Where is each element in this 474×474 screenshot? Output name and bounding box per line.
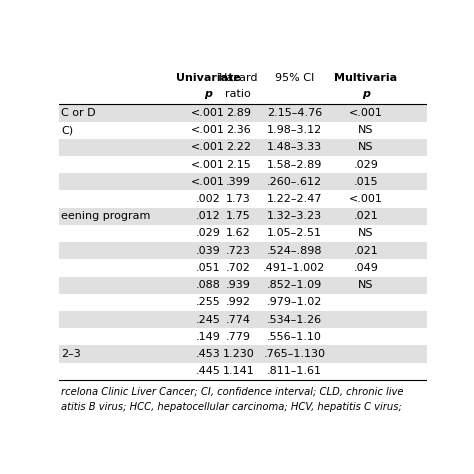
Text: 1.75: 1.75 bbox=[226, 211, 251, 221]
Text: .245: .245 bbox=[196, 315, 220, 325]
Text: .051: .051 bbox=[196, 263, 220, 273]
Text: p: p bbox=[204, 89, 212, 99]
Text: 1.98–3.12: 1.98–3.12 bbox=[267, 125, 322, 135]
Text: 1.22–2.47: 1.22–2.47 bbox=[266, 194, 322, 204]
Text: 95% CI: 95% CI bbox=[275, 73, 314, 83]
Text: .029: .029 bbox=[196, 228, 220, 238]
Text: .992: .992 bbox=[226, 297, 251, 307]
Text: 1.05–2.51: 1.05–2.51 bbox=[267, 228, 322, 238]
Text: .002: .002 bbox=[196, 194, 220, 204]
Text: C): C) bbox=[61, 125, 73, 135]
Text: .021: .021 bbox=[354, 246, 378, 255]
Text: <.001: <.001 bbox=[349, 108, 383, 118]
Text: C or D: C or D bbox=[61, 108, 96, 118]
Text: <.001: <.001 bbox=[191, 177, 225, 187]
Text: <.001: <.001 bbox=[191, 108, 225, 118]
Text: .012: .012 bbox=[196, 211, 220, 221]
Text: <.001: <.001 bbox=[349, 194, 383, 204]
Text: .524–.898: .524–.898 bbox=[266, 246, 322, 255]
Text: 1.48–3.33: 1.48–3.33 bbox=[267, 142, 322, 152]
Bar bbox=[59, 276, 427, 294]
Text: .852–1.09: .852–1.09 bbox=[267, 280, 322, 290]
Text: atitis B virus; HCC, hepatocellular carcinoma; HCV, hepatitis C virus;: atitis B virus; HCC, hepatocellular carc… bbox=[61, 402, 402, 412]
Text: Multivaria: Multivaria bbox=[335, 73, 398, 83]
Text: .255: .255 bbox=[196, 297, 220, 307]
Text: .811–1.61: .811–1.61 bbox=[267, 366, 322, 376]
Text: 1.32–3.23: 1.32–3.23 bbox=[267, 211, 322, 221]
Text: 1.62: 1.62 bbox=[226, 228, 251, 238]
Text: .029: .029 bbox=[354, 160, 378, 170]
Text: 2.22: 2.22 bbox=[226, 142, 251, 152]
Text: .491–1.002: .491–1.002 bbox=[263, 263, 326, 273]
Text: .939: .939 bbox=[226, 280, 251, 290]
Bar bbox=[59, 242, 427, 259]
Text: .260–.612: .260–.612 bbox=[267, 177, 322, 187]
Text: NS: NS bbox=[358, 280, 374, 290]
Bar bbox=[59, 311, 427, 328]
Text: .015: .015 bbox=[354, 177, 378, 187]
Text: 1.73: 1.73 bbox=[226, 194, 251, 204]
Text: rcelona Clinic Liver Cancer; CI, confidence interval; CLD, chronic live: rcelona Clinic Liver Cancer; CI, confide… bbox=[61, 386, 403, 396]
Text: 2.15: 2.15 bbox=[226, 160, 251, 170]
Text: .149: .149 bbox=[196, 332, 220, 342]
Text: NS: NS bbox=[358, 142, 374, 152]
Text: Hazard: Hazard bbox=[219, 73, 258, 83]
Text: .556–1.10: .556–1.10 bbox=[267, 332, 322, 342]
Text: .445: .445 bbox=[196, 366, 220, 376]
Bar bbox=[59, 173, 427, 191]
Bar bbox=[59, 104, 427, 121]
Text: 2.15–4.76: 2.15–4.76 bbox=[267, 108, 322, 118]
Text: 2.36: 2.36 bbox=[226, 125, 251, 135]
Text: NS: NS bbox=[358, 228, 374, 238]
Text: .779: .779 bbox=[226, 332, 251, 342]
Text: 1.230: 1.230 bbox=[222, 349, 254, 359]
Text: p: p bbox=[362, 89, 370, 99]
Text: .039: .039 bbox=[196, 246, 220, 255]
Text: <.001: <.001 bbox=[191, 160, 225, 170]
Text: 2–3: 2–3 bbox=[61, 349, 81, 359]
Text: .702: .702 bbox=[226, 263, 251, 273]
Text: .049: .049 bbox=[354, 263, 378, 273]
Text: .534–1.26: .534–1.26 bbox=[267, 315, 322, 325]
Bar bbox=[59, 346, 427, 363]
Text: .723: .723 bbox=[226, 246, 251, 255]
Text: Univariate: Univariate bbox=[175, 73, 240, 83]
Text: eening program: eening program bbox=[61, 211, 150, 221]
Text: <.001: <.001 bbox=[191, 125, 225, 135]
Text: .765–1.130: .765–1.130 bbox=[264, 349, 325, 359]
Text: .453: .453 bbox=[196, 349, 220, 359]
Text: ratio: ratio bbox=[226, 89, 251, 99]
Text: .774: .774 bbox=[226, 315, 251, 325]
Text: 1.58–2.89: 1.58–2.89 bbox=[267, 160, 322, 170]
Bar bbox=[59, 208, 427, 225]
Text: .399: .399 bbox=[226, 177, 251, 187]
Text: 2.89: 2.89 bbox=[226, 108, 251, 118]
Text: 1.141: 1.141 bbox=[222, 366, 254, 376]
Text: NS: NS bbox=[358, 125, 374, 135]
Text: <.001: <.001 bbox=[191, 142, 225, 152]
Text: .021: .021 bbox=[354, 211, 378, 221]
Text: .979–1.02: .979–1.02 bbox=[267, 297, 322, 307]
Bar bbox=[59, 139, 427, 156]
Text: .088: .088 bbox=[196, 280, 220, 290]
